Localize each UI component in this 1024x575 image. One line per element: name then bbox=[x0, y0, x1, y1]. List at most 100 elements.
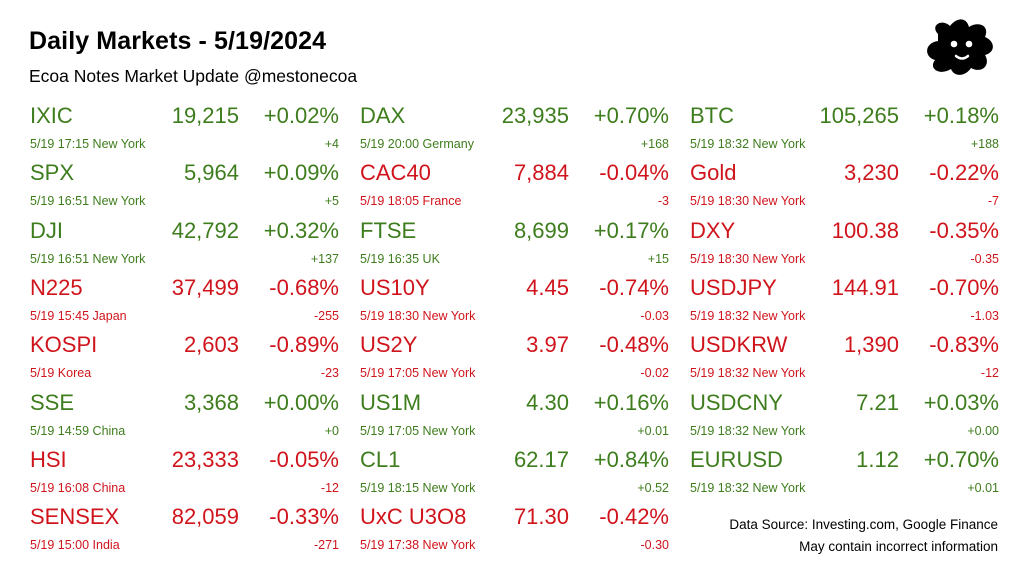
market-item: US2Y 3.97 -0.48% 5/19 17:05 New York -0.02 bbox=[360, 332, 669, 389]
ticker-timestamp-location: 5/19 18:32 New York bbox=[690, 366, 806, 381]
ticker-percent-change: -0.83% bbox=[929, 332, 999, 358]
ticker-price: 2,603 bbox=[183, 332, 239, 358]
ticker-percent-change: -0.70% bbox=[929, 274, 999, 300]
ticker-symbol: USDJPY bbox=[690, 274, 777, 300]
ticker-point-change: -255 bbox=[313, 308, 339, 323]
ticker-symbol: DAX bbox=[360, 103, 406, 128]
ticker-price: 144.91 bbox=[831, 274, 899, 300]
market-item: BTC 105,265 +0.18% 5/19 18:32 New York +188 bbox=[690, 103, 999, 160]
ticker-timestamp-location: 5/19 18:30 New York bbox=[690, 251, 806, 266]
ticker-price: 37,499 bbox=[171, 274, 239, 300]
ticker-timestamp-location: 5/19 18:32 New York bbox=[690, 137, 806, 151]
ticker-price: 19,215 bbox=[171, 103, 239, 128]
data-source-note: Data Source: Investing.com, Google Finan… bbox=[729, 517, 998, 532]
ticker-percent-change: -0.35% bbox=[929, 217, 999, 243]
ticker-timestamp-location: 5/19 18:32 New York bbox=[690, 308, 806, 323]
ticker-point-change: -0.03 bbox=[640, 308, 670, 323]
ticker-percent-change: +0.18% bbox=[923, 103, 999, 128]
ticker-symbol: IXIC bbox=[30, 103, 73, 128]
market-item: Gold 3,230 -0.22% 5/19 18:30 New York -7 bbox=[690, 160, 999, 217]
ticker-timestamp-location: 5/19 17:15 New York bbox=[30, 137, 146, 151]
ticker-price: 3,368 bbox=[183, 389, 239, 415]
ticker-symbol: US2Y bbox=[360, 332, 418, 358]
market-item: N225 37,499 -0.68% 5/19 15:45 Japan -255 bbox=[30, 275, 339, 332]
ticker-symbol: CL1 bbox=[360, 446, 401, 472]
ticker-point-change: -12 bbox=[980, 366, 999, 381]
ticker-point-change: -271 bbox=[313, 538, 339, 553]
market-item: FTSE 8,699 +0.17% 5/19 16:35 UK +15 bbox=[360, 218, 669, 275]
ticker-point-change: +0.01 bbox=[637, 423, 669, 438]
ticker-price: 7,884 bbox=[513, 160, 569, 186]
ticker-symbol: SENSEX bbox=[30, 504, 120, 530]
ticker-timestamp-location: 5/19 16:51 New York bbox=[30, 251, 146, 266]
ticker-timestamp-location: 5/19 18:32 New York bbox=[690, 423, 806, 438]
ticker-symbol: UxC U3O8 bbox=[360, 504, 467, 530]
ticker-symbol: SSE bbox=[30, 389, 75, 415]
ticker-percent-change: -0.05% bbox=[269, 446, 339, 472]
ticker-price: 62.17 bbox=[513, 446, 569, 472]
ticker-point-change: +0.01 bbox=[967, 480, 999, 495]
ticker-point-change: +0.00 bbox=[967, 423, 999, 438]
ticker-price: 4.45 bbox=[526, 274, 569, 300]
ticker-price: 1.12 bbox=[856, 446, 899, 472]
market-item: IXIC 19,215 +0.02% 5/19 17:15 New York +4 bbox=[30, 103, 339, 160]
ticker-price: 23,935 bbox=[501, 103, 569, 128]
ticker-symbol: SPX bbox=[30, 160, 75, 186]
market-item: SENSEX 82,059 -0.33% 5/19 15:00 India -271 bbox=[30, 504, 339, 561]
ticker-point-change: +168 bbox=[640, 137, 669, 151]
ticker-price: 5,964 bbox=[183, 160, 239, 186]
ticker-timestamp-location: 5/19 Korea bbox=[30, 366, 92, 381]
ticker-symbol: DXY bbox=[690, 217, 736, 243]
ticker-price: 4.30 bbox=[526, 389, 569, 415]
ticker-timestamp-location: 5/19 15:45 Japan bbox=[30, 308, 127, 323]
page-subtitle: Ecoa Notes Market Update @mestonecoa bbox=[29, 66, 358, 86]
ticker-symbol: EURUSD bbox=[690, 446, 783, 472]
market-item: SSE 3,368 +0.00% 5/19 14:59 China +0 bbox=[30, 390, 339, 447]
market-item: HSI 23,333 -0.05% 5/19 16:08 China -12 bbox=[30, 447, 339, 504]
market-item: USDKRW 1,390 -0.83% 5/19 18:32 New York -12 bbox=[690, 332, 999, 389]
ticker-symbol: BTC bbox=[690, 103, 734, 128]
ticker-timestamp-location: 5/19 14:59 China bbox=[30, 423, 126, 438]
market-item: USDCNY 7.21 +0.03% 5/19 18:32 New York +0.00 bbox=[690, 390, 999, 447]
page-title: Daily Markets - 5/19/2024 bbox=[29, 27, 327, 55]
disclaimer-note: May contain incorrect information bbox=[799, 539, 998, 554]
ticker-percent-change: -0.42% bbox=[599, 504, 669, 530]
ticker-percent-change: +0.17% bbox=[593, 217, 669, 243]
ticker-symbol: HSI bbox=[30, 446, 67, 472]
ticker-timestamp-location: 5/19 18:05 France bbox=[360, 194, 462, 209]
ticker-symbol: KOSPI bbox=[30, 332, 98, 358]
market-item: SPX 5,964 +0.09% 5/19 16:51 New York +5 bbox=[30, 160, 339, 217]
ticker-timestamp-location: 5/19 18:32 New York bbox=[690, 480, 806, 495]
ticker-point-change: -23 bbox=[320, 366, 339, 381]
ticker-timestamp-location: 5/19 16:35 UK bbox=[360, 251, 440, 266]
ticker-point-change: +15 bbox=[647, 251, 669, 266]
ticker-percent-change: -0.22% bbox=[929, 160, 999, 186]
ticker-symbol: CAC40 bbox=[360, 160, 431, 186]
ticker-price: 8,699 bbox=[513, 217, 569, 243]
ticker-symbol: N225 bbox=[30, 274, 83, 300]
ticker-symbol: USDCNY bbox=[690, 389, 783, 415]
ticker-percent-change: +0.70% bbox=[923, 446, 999, 472]
ticker-percent-change: -0.04% bbox=[599, 160, 669, 186]
market-item: USDJPY 144.91 -0.70% 5/19 18:32 New York -1.… bbox=[690, 275, 999, 332]
ticker-price: 42,792 bbox=[171, 217, 239, 243]
ticker-percent-change: +0.32% bbox=[263, 217, 339, 243]
ticker-percent-change: +0.03% bbox=[923, 389, 999, 415]
ticker-price: 3.97 bbox=[526, 332, 569, 358]
ticker-percent-change: +0.02% bbox=[263, 103, 339, 128]
ticker-percent-change: +0.70% bbox=[593, 103, 669, 128]
ticker-percent-change: +0.09% bbox=[263, 160, 339, 186]
ticker-timestamp-location: 5/19 17:05 New York bbox=[360, 366, 476, 381]
ticker-timestamp-location: 5/19 15:00 India bbox=[30, 538, 120, 553]
ticker-point-change: +4 bbox=[324, 137, 339, 151]
ticker-timestamp-location: 5/19 18:30 New York bbox=[360, 308, 476, 323]
ticker-point-change: +137 bbox=[310, 251, 339, 266]
ticker-percent-change: +0.16% bbox=[593, 389, 669, 415]
ticker-point-change: -0.30 bbox=[640, 538, 670, 553]
ticker-point-change: -7 bbox=[987, 194, 999, 209]
ticker-price: 71.30 bbox=[513, 504, 569, 530]
ticker-symbol: US1M bbox=[360, 389, 422, 415]
ticker-price: 82,059 bbox=[171, 504, 239, 530]
ticker-timestamp-location: 5/19 16:51 New York bbox=[30, 194, 146, 209]
market-item: US10Y 4.45 -0.74% 5/19 18:30 New York -0.03 bbox=[360, 275, 669, 332]
